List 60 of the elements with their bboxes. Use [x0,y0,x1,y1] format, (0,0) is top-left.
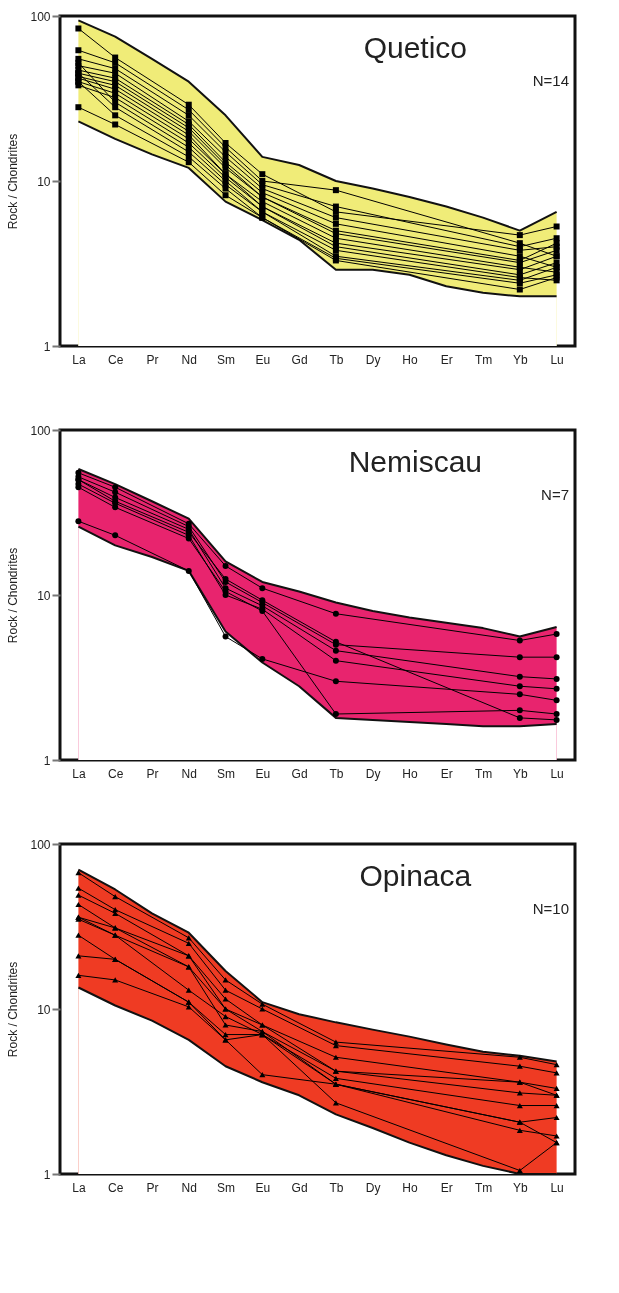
y-tick-label: 100 [30,837,51,852]
x-tick-label: La [72,1180,86,1195]
y-tick-label: 10 [37,588,51,603]
x-tick-label: Eu [255,352,271,367]
x-tick-label: Ce [108,1180,124,1195]
x-tick-label: Nd [181,766,197,781]
x-tick-label: Tm [474,352,493,367]
annotation: N=7 [541,486,569,503]
x-tick-label: Ho [402,766,418,781]
x-tick-label: Sm [217,352,236,367]
x-tick-label: Eu [255,1180,271,1195]
annotation: N=14 [532,72,569,89]
x-tick-label: Sm [217,766,236,781]
text: Quetico [363,31,468,64]
x-tick-label: Yb [512,1180,528,1195]
x-tick-label: Er [440,766,453,781]
x-tick-label: Ce [108,352,124,367]
x-tick-label: Gd [291,352,308,367]
x-tick-label: Gd [291,1180,308,1195]
annotation: N=10 [532,900,569,917]
x-tick-label: Dy [365,352,381,367]
x-tick-label: Yb [512,352,528,367]
x-tick-label: Tb [329,1180,344,1195]
x-tick-label: Ce [108,766,124,781]
y-tick-label: 1 [43,339,51,354]
y-tick-label: 10 [37,174,51,189]
y-axis-title: Rock / Chondrites [6,961,21,1058]
y-axis-title: Rock / Chondrites [6,547,21,644]
x-tick-label: Tb [329,766,344,781]
x-tick-label: La [72,352,86,367]
y-tick-label: 1 [43,1167,51,1182]
x-tick-label: Er [440,1180,453,1195]
y-tick-label: 100 [30,423,51,438]
x-tick-label: Er [440,352,453,367]
text: Opinaca [359,859,472,892]
x-tick-label: Nd [181,1180,197,1195]
x-tick-label: Dy [365,1180,381,1195]
x-tick-label: Pr [146,352,159,367]
y-tick-label: 100 [30,9,51,24]
x-tick-label: Pr [146,1180,159,1195]
y-tick-label: 1 [43,753,51,768]
x-tick-label: Ho [402,1180,418,1195]
x-tick-label: Tm [474,766,493,781]
x-tick-label: Pr [146,766,159,781]
x-tick-label: Ho [402,352,418,367]
x-tick-label: Sm [217,1180,236,1195]
x-tick-label: Lu [550,352,564,367]
x-tick-label: Lu [550,1180,564,1195]
x-tick-label: Yb [512,766,528,781]
text: Nemiscau [348,445,483,478]
x-tick-label: Nd [181,352,197,367]
x-tick-label: Lu [550,766,564,781]
x-tick-label: Eu [255,766,271,781]
x-tick-label: Dy [365,766,381,781]
x-tick-label: Tb [329,352,344,367]
y-axis-title: Rock / Chondrites [6,133,21,230]
x-tick-label: La [72,766,86,781]
x-tick-label: Tm [474,1180,493,1195]
x-tick-label: Gd [291,766,308,781]
y-tick-label: 10 [37,1002,51,1017]
